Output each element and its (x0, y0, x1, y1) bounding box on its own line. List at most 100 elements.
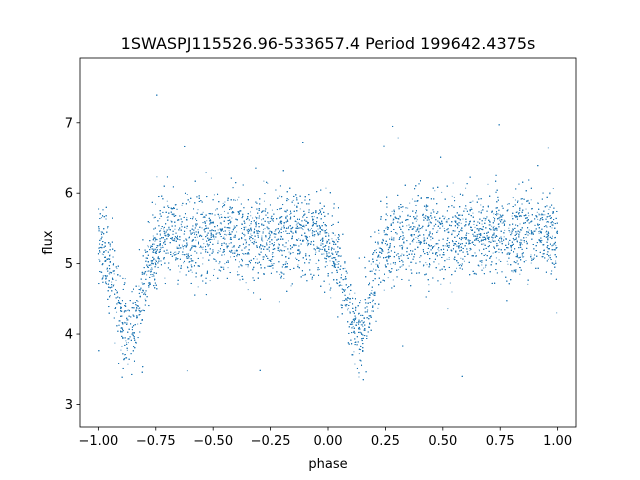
data-point (309, 236, 311, 238)
data-point (349, 311, 351, 313)
data-point (354, 363, 356, 365)
data-point (159, 233, 161, 235)
data-point (320, 242, 322, 244)
data-point (491, 225, 493, 227)
data-point (462, 218, 464, 220)
data-point (417, 237, 419, 239)
data-point (223, 236, 225, 238)
data-point (437, 248, 439, 250)
data-point (493, 216, 495, 218)
data-point (373, 268, 375, 270)
data-point (329, 260, 331, 262)
data-point (472, 212, 474, 214)
data-point (213, 268, 215, 270)
data-point (411, 261, 413, 263)
data-point (177, 258, 179, 260)
data-point (400, 229, 402, 231)
data-point (387, 277, 389, 279)
data-point (401, 211, 403, 213)
data-point (100, 246, 102, 248)
data-point (359, 300, 361, 302)
data-point (127, 342, 129, 344)
data-point (528, 233, 530, 235)
data-point (276, 228, 278, 230)
data-point (253, 230, 255, 232)
data-point (285, 256, 287, 258)
data-point (480, 204, 482, 206)
data-point (202, 257, 204, 259)
data-point (244, 235, 245, 237)
data-point (228, 243, 230, 245)
data-point (480, 210, 482, 212)
data-point (283, 231, 285, 233)
data-point (548, 221, 550, 223)
data-point (328, 283, 330, 285)
data-point (385, 227, 387, 229)
data-point (331, 238, 333, 240)
data-point (179, 271, 181, 273)
data-point (539, 214, 541, 216)
data-point (244, 234, 246, 236)
data-point (120, 330, 122, 332)
data-point (531, 231, 533, 233)
data-point (175, 258, 177, 260)
data-point (196, 236, 198, 238)
data-point (245, 226, 247, 228)
data-point (371, 301, 373, 303)
data-point (416, 219, 418, 221)
data-point (386, 215, 388, 217)
data-point (296, 221, 298, 223)
data-point (528, 229, 530, 231)
data-point (175, 204, 177, 206)
data-point (115, 279, 117, 281)
data-point (283, 278, 285, 280)
data-point (150, 268, 152, 270)
data-point (262, 232, 264, 234)
data-point (302, 239, 304, 241)
data-point (498, 259, 500, 261)
data-point (331, 232, 333, 234)
data-point (254, 239, 256, 241)
data-point (306, 245, 308, 247)
data-point (266, 239, 268, 241)
data-point (497, 244, 499, 246)
data-point (483, 267, 485, 269)
data-point (401, 265, 403, 267)
data-point (507, 263, 509, 265)
data-point (487, 183, 489, 185)
data-point (268, 248, 270, 250)
data-point (512, 271, 514, 273)
data-point (140, 288, 142, 290)
data-point (274, 230, 276, 232)
data-point (222, 202, 224, 204)
data-point (315, 251, 317, 253)
data-point (552, 188, 554, 189)
data-point (219, 222, 221, 224)
data-point (411, 240, 413, 242)
data-point (499, 214, 501, 216)
data-point (408, 265, 410, 267)
data-point (170, 220, 172, 222)
data-point (496, 250, 498, 252)
data-point (537, 218, 539, 220)
data-point (456, 267, 458, 269)
data-points (97, 94, 558, 381)
data-point (493, 225, 495, 227)
data-point (544, 214, 546, 216)
data-point (261, 235, 263, 237)
data-point (451, 291, 453, 293)
data-point (496, 214, 498, 216)
data-point (528, 215, 530, 217)
data-point (99, 271, 101, 273)
data-point (271, 263, 273, 265)
data-point (330, 297, 332, 299)
data-point (352, 326, 354, 328)
data-point (336, 253, 338, 255)
data-point (519, 223, 521, 225)
data-point (229, 215, 231, 217)
data-point (141, 282, 143, 284)
data-point (553, 243, 555, 245)
data-point (407, 207, 409, 209)
data-point (146, 270, 148, 272)
data-point (176, 246, 178, 248)
